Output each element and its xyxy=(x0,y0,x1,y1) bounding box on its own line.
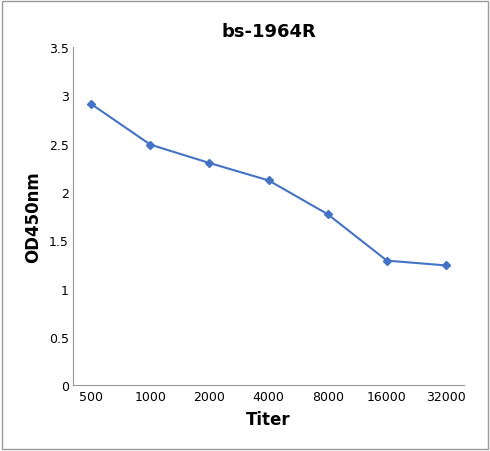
Y-axis label: OD450nm: OD450nm xyxy=(24,171,42,262)
X-axis label: Titer: Titer xyxy=(246,410,291,428)
Title: bs-1964R: bs-1964R xyxy=(221,23,316,41)
